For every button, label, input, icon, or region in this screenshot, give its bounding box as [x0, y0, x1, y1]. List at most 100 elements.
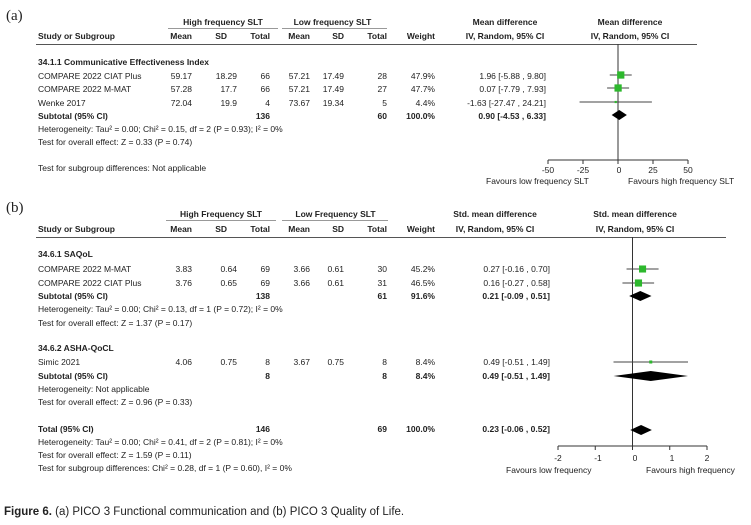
- table-cell-sd1: 17.7: [220, 84, 237, 94]
- table-cell-ci: 0.16 [-0.27 , 0.58]: [483, 278, 550, 288]
- table-cell-mean1: 3.76: [175, 278, 192, 288]
- subtotal-total2: 60: [377, 111, 387, 121]
- panel-b-subgroup-title: 34.6.2 ASHA-QoCL: [38, 343, 114, 353]
- table-cell-total2: 28: [377, 71, 387, 81]
- panel-b-header-rule: [36, 237, 726, 238]
- panel-b-group-low: Low Frequency SLT: [295, 209, 376, 219]
- table-cell-mean1: 4.06: [175, 357, 192, 367]
- panel-b-col-weight: Weight: [406, 224, 435, 234]
- table-cell-total2: 8: [382, 357, 387, 367]
- panel-b-col-ci: IV, Random, 95% CI: [455, 224, 535, 234]
- axis-tick-label: 50: [683, 165, 693, 175]
- table-cell-ci: 0.49 [-0.51 , 1.49]: [483, 357, 550, 367]
- panel-a-col-study: Study or Subgroup: [38, 31, 115, 41]
- subtotal-total2: 8: [382, 371, 387, 381]
- table-cell-ci: 1.96 [-5.88 , 9.80]: [479, 71, 546, 81]
- table-cell-ci: 0.27 [-0.16 , 0.70]: [483, 264, 550, 274]
- panel-a-col-mean1: Mean: [170, 31, 192, 41]
- table-cell-sd1: 18.29: [215, 71, 237, 81]
- table-cell-total1: 4: [265, 98, 270, 108]
- table-cell-mean2: 57.21: [288, 71, 310, 81]
- table-cell-weight: 8.4%: [415, 357, 435, 367]
- panel-a-col-mean2: Mean: [288, 31, 310, 41]
- subtotal-weight: 91.6%: [410, 291, 435, 301]
- figure-caption-text: (a) PICO 3 Functional communication and …: [55, 506, 405, 518]
- total-heterogeneity-text: Heterogeneity: Tau² = 0.00; Chi² = 0.41,…: [38, 437, 283, 447]
- figure-caption-label: Figure 6.: [4, 506, 52, 518]
- table-cell-total1: 66: [260, 84, 270, 94]
- subtotal-label: Subtotal (95% CI): [38, 291, 108, 301]
- favours-right-label: Favours high frequency: [646, 465, 735, 475]
- table-cell-sd2: 17.49: [322, 84, 344, 94]
- table-row-study-name: Wenke 2017: [38, 98, 86, 108]
- table-cell-total2: 31: [377, 278, 387, 288]
- study-point-marker: [634, 279, 643, 287]
- table-cell-total1: 69: [260, 278, 270, 288]
- table-cell-mean1: 72.04: [170, 98, 192, 108]
- table-row-study-name: COMPARE 2022 CIAT Plus: [38, 71, 142, 81]
- panel-b-label: (b): [6, 200, 24, 216]
- panel-a-group-high: High frequency SLT: [183, 17, 263, 27]
- panel-a-col-total1: Total: [250, 31, 270, 41]
- panel-a-col-total2: Total: [367, 31, 387, 41]
- favours-left-label: Favours low frequency SLT: [486, 176, 589, 186]
- table-cell-mean2: 57.21: [288, 84, 310, 94]
- total-total2: 69: [377, 424, 387, 434]
- pooled-diamond: [611, 110, 627, 120]
- table-cell-mean2: 3.66: [293, 264, 310, 274]
- table-cell-ci: 0.07 [-7.79 , 7.93]: [479, 84, 546, 94]
- panel-b-col-total2: Total: [367, 224, 387, 234]
- table-cell-sd1: 0.64: [220, 264, 237, 274]
- panel-a-header-rule: [36, 44, 697, 45]
- table-cell-mean2: 3.67: [293, 357, 310, 367]
- table-cell-sd2: 0.61: [327, 264, 344, 274]
- table-row-study-name: COMPARE 2022 M-MAT: [38, 84, 132, 94]
- table-cell-total1: 66: [260, 71, 270, 81]
- panel-a-group-md-plot: Mean difference: [597, 17, 663, 27]
- subtotal-ci: 0.90 [-4.53 , 6.33]: [478, 111, 546, 121]
- panel-b-subgroup-title: 34.6.1 SAQoL: [38, 249, 93, 259]
- panel-b-group-high: High Frequency SLT: [179, 209, 263, 219]
- total-overall-effect-text: Test for overall effect: Z = 1.59 (P = 0…: [38, 450, 192, 460]
- table-cell-mean1: 59.17: [170, 71, 192, 81]
- heterogeneity-text: Heterogeneity: Tau² = 0.00; Chi² = 0.13,…: [38, 304, 283, 314]
- panel-b-col-study: Study or Subgroup: [38, 224, 115, 234]
- table-cell-sd1: 0.65: [220, 278, 237, 288]
- axis-tick-label: -25: [576, 165, 590, 175]
- axis-tick-label: -2: [554, 453, 562, 463]
- panel-b-group-smd-plot: Std. mean difference: [593, 209, 677, 219]
- study-point-marker: [617, 71, 625, 79]
- table-cell-weight: 45.2%: [410, 264, 435, 274]
- axis-tick-label: 2: [704, 453, 710, 463]
- favours-left-label: Favours low frequency: [506, 465, 592, 475]
- panel-b-col-ci-plot: IV, Random, 95% CI: [595, 224, 675, 234]
- panel-a-group-rule-high: [168, 28, 278, 29]
- panel-b-group-rule-high: [166, 220, 276, 221]
- total-label: Total (95% CI): [38, 424, 94, 434]
- table-cell-total2: 27: [377, 84, 387, 94]
- panel-b-col-total1: Total: [250, 224, 270, 234]
- table-cell-mean2: 73.67: [288, 98, 310, 108]
- subtotal-total1: 8: [265, 371, 270, 381]
- pooled-diamond: [613, 371, 689, 381]
- axis-tick-label: 0: [632, 453, 638, 463]
- pooled-diamond: [629, 291, 652, 301]
- subtotal-total1: 138: [255, 291, 270, 301]
- table-cell-total2: 30: [377, 264, 387, 274]
- table-cell-sd2: 0.61: [327, 278, 344, 288]
- study-point-marker: [614, 84, 622, 92]
- table-cell-mean1: 3.83: [175, 264, 192, 274]
- total-total1: 146: [255, 424, 270, 434]
- table-cell-mean2: 3.66: [293, 278, 310, 288]
- panel-a-col-ci: IV, Random, 95% CI: [465, 31, 545, 41]
- table-cell-total1: 69: [260, 264, 270, 274]
- subgroup-differences-text: Test for subgroup differences: Not appli…: [38, 163, 207, 173]
- heterogeneity-text: Heterogeneity: Tau² = 0.00; Chi² = 0.15,…: [38, 124, 283, 134]
- subgroup-differences-text: Test for subgroup differences: Chi² = 0.…: [38, 463, 292, 473]
- overall-effect-text: Test for overall effect: Z = 0.33 (P = 0…: [38, 137, 193, 147]
- panel-b-col-sd1: SD: [215, 224, 227, 234]
- panel-b-group-smd: Std. mean difference: [453, 209, 537, 219]
- table-cell-weight: 4.4%: [415, 98, 435, 108]
- subtotal-weight: 100.0%: [406, 111, 435, 121]
